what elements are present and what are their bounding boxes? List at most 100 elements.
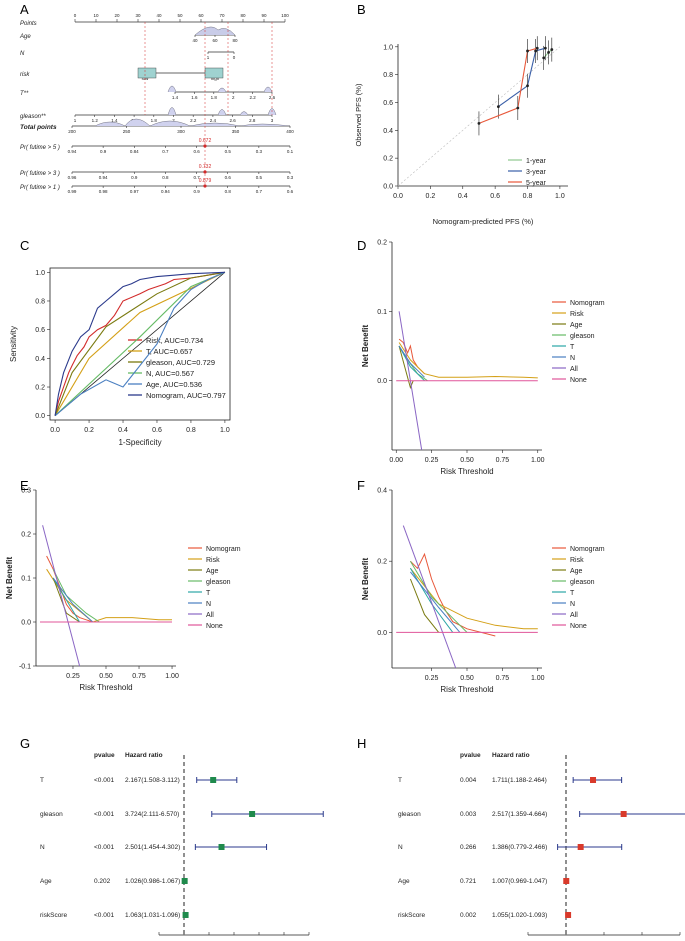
x-tick-label: 1.0 <box>220 427 230 434</box>
legend-label: Age <box>570 322 583 329</box>
nomogram-tick-label: 0.96 <box>68 175 77 180</box>
dca-curve <box>52 577 94 623</box>
nomogram-tick-label: 60 <box>198 13 204 18</box>
x-tick-label: 0.4 <box>118 427 128 434</box>
y-tick-label: 0.2 <box>35 385 45 392</box>
nomogram-tick-label: 30 <box>135 13 141 18</box>
x-tick-label: 0.8 <box>523 193 533 200</box>
row-label: Age <box>40 878 52 885</box>
dca-curve <box>409 578 440 633</box>
y-tick-label: 1.0 <box>383 44 393 51</box>
dca-curve <box>410 571 461 633</box>
hazard-marker <box>218 844 225 850</box>
row-pvalue: <0.001 <box>94 811 114 818</box>
legend-label: gleason <box>206 579 231 586</box>
nomogram-tick-label: 0.97 <box>130 189 139 194</box>
density-shape <box>94 118 291 127</box>
y-tick-label: 0.0 <box>377 378 387 385</box>
nomogram-tick-label: 1.8 <box>211 95 218 100</box>
legend-label: 5-year <box>526 180 547 187</box>
nomogram-tick-label: 2.6 <box>229 118 236 123</box>
nomogram-row-label: risk <box>20 72 30 78</box>
legend-label: 3-year <box>526 169 547 176</box>
nomogram-tick-label: 50 <box>177 13 183 18</box>
y-axis-title: Net Benefit <box>361 325 370 368</box>
risk-box-high <box>204 67 224 79</box>
nomogram-tick-label: 0.7 <box>256 189 263 194</box>
calibration-point <box>535 46 539 50</box>
legend-label: Nomogram <box>570 300 605 307</box>
row-hazard-text: 3.724(2.111-6.570) <box>125 811 179 818</box>
x-axis-title: Risk Threshold <box>79 683 132 692</box>
row-hazard-text: 1.055(1.020-1.093) <box>492 912 547 919</box>
panel-label-f: F <box>357 478 365 493</box>
nomogram-row-label: T** <box>20 91 29 97</box>
legend-label: gleason, AUC=0.729 <box>146 358 215 367</box>
dca-curve <box>409 560 468 633</box>
legend-label: gleason <box>570 333 595 340</box>
legend-label: All <box>206 612 214 619</box>
row-label: T <box>40 777 44 784</box>
y-tick-label: 0.0 <box>383 184 393 191</box>
calibration-line <box>498 47 546 108</box>
nomogram-row-label: Pr( futime > 5 ) <box>20 145 60 151</box>
y-tick-label: 0.2 <box>21 532 31 539</box>
nomogram-tick-label: 2.2 <box>190 118 197 123</box>
x-axis-title: 1-Specificity <box>118 438 161 447</box>
nomogram-tick-label: 0.94 <box>161 189 170 194</box>
nomogram-tick-label: 0.98 <box>99 189 108 194</box>
calibration-point <box>496 105 500 109</box>
legend-label: N <box>570 355 575 362</box>
row-pvalue: 0.004 <box>460 777 477 784</box>
hazard-marker <box>249 811 256 817</box>
roc-curve <box>54 271 225 416</box>
nomogram-row-label: N <box>20 51 25 57</box>
x-tick-label: 0.6 <box>490 193 500 200</box>
y-tick-label: 0.2 <box>377 559 387 566</box>
row-label: Age <box>398 878 410 885</box>
nomogram-tick-label: 0.8 <box>225 189 232 194</box>
nomogram-tick-label: 0.9 <box>131 175 138 180</box>
y-tick-label: 0.8 <box>383 72 393 79</box>
x-tick-label: 0.25 <box>425 457 439 464</box>
legend-label: Risk <box>206 557 220 564</box>
nomogram-tick-label: 250 <box>123 129 131 134</box>
y-axis-title: Observed PFS (%) <box>354 83 363 146</box>
nomogram-row-label: Age <box>19 34 31 40</box>
nomogram-tick-label: 1 <box>207 55 210 60</box>
y-tick-label: 0.0 <box>35 413 45 420</box>
legend-label: Age <box>206 568 219 575</box>
y-axis-title: Sensitivity <box>9 326 18 362</box>
x-axis-title: Nomogram-predicted PFS (%) <box>433 217 534 226</box>
x-tick-label: 0.4 <box>458 193 468 200</box>
y-tick-label: 0.3 <box>21 488 31 495</box>
row-hazard-text: 2.167(1.508-3.112) <box>125 777 180 784</box>
panel-label-e: E <box>20 478 29 493</box>
y-tick-label: 0.2 <box>377 240 387 247</box>
hazard-marker <box>210 777 217 783</box>
x-tick-label: 0.0 <box>393 193 403 200</box>
hazard-marker <box>590 777 597 783</box>
density-shape <box>167 85 273 93</box>
row-label: T <box>398 777 402 784</box>
row-hazard-text: 1.007(0.969-1.047) <box>492 878 547 885</box>
hazard-marker <box>563 878 570 884</box>
calibration-point <box>477 121 481 125</box>
x-tick-label: 0.50 <box>460 457 474 464</box>
x-tick-label: 0.50 <box>460 675 474 682</box>
column-header-pvalue: pvalue <box>460 752 481 759</box>
nomogram-value: 0.672 <box>199 138 212 144</box>
nomogram-tick-label: 200 <box>68 129 76 134</box>
x-tick-label: 0.75 <box>132 673 146 680</box>
column-header-hazard: Hazard ratio <box>492 752 530 759</box>
dca-panel-1: 0.00 0.25 0.50 0.75 1.00 0.0 0.1 0.2 Nomogram Ris… <box>361 240 605 477</box>
nomogram-tick-label: 60 <box>212 38 218 43</box>
dca-curve <box>410 567 538 630</box>
y-tick-label: 0.4 <box>377 488 387 495</box>
calibration-panel: 0.0 0.2 0.4 0.6 0.8 1.0 0.0 0.2 0.4 0.6 0.8 1.0 1-ye… <box>354 36 568 226</box>
y-tick-label: 0.4 <box>35 356 45 363</box>
calibration-point <box>550 48 554 51</box>
panel-label-d: D <box>357 238 366 253</box>
density-shape <box>194 26 236 36</box>
nomogram-tick-label: 0.9 <box>100 149 107 154</box>
